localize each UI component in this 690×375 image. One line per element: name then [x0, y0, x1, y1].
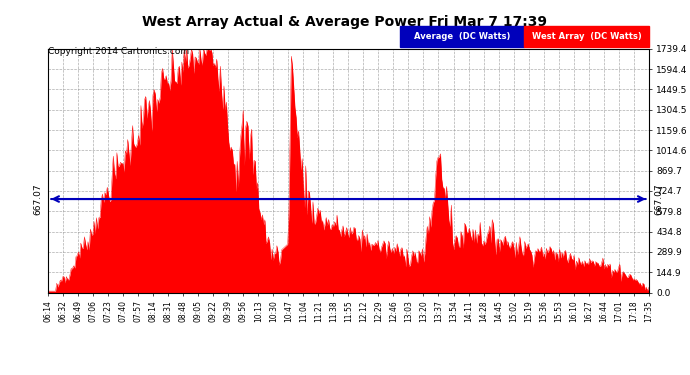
Text: Copyright 2014 Cartronics.com: Copyright 2014 Cartronics.com: [48, 47, 190, 56]
Text: Average  (DC Watts): Average (DC Watts): [414, 32, 511, 41]
Text: 667.07: 667.07: [654, 183, 664, 215]
Text: 667.07: 667.07: [33, 183, 43, 215]
Text: West Array Actual & Average Power Fri Mar 7 17:39: West Array Actual & Average Power Fri Ma…: [143, 15, 547, 29]
Text: West Array  (DC Watts): West Array (DC Watts): [531, 32, 642, 41]
